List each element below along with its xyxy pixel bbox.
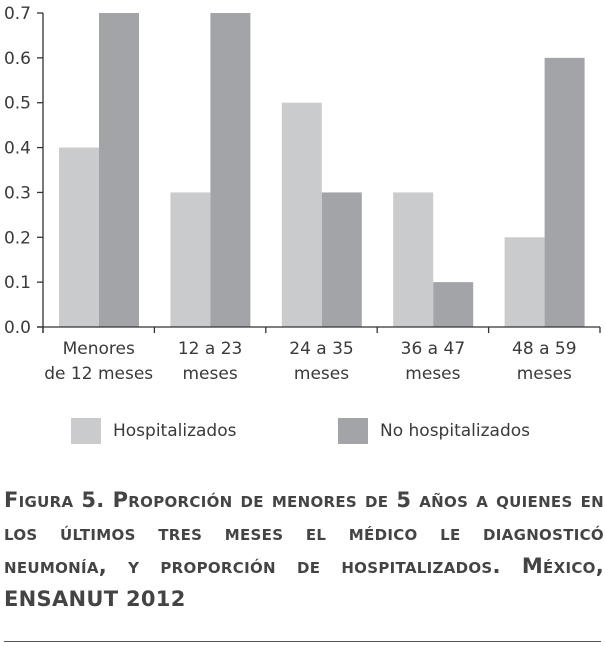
legend-item-hospitalizados: Hospitalizados	[71, 418, 236, 444]
y-tick-label: 0.3	[4, 183, 31, 203]
x-tick-label: 24 a 35	[289, 339, 354, 359]
bar-hospitalizados	[393, 192, 434, 327]
bar-no-hospitalizados	[321, 192, 362, 327]
bar-hospitalizados	[170, 192, 211, 327]
bar-chart: 0.0 0.1 0.2 0.3 0.4 0.5 0.6 0.7 Menores de 12 mes…	[4, 4, 601, 384]
y-tick-label: 0.2	[4, 228, 31, 248]
y-tick-label: 0.0	[4, 318, 31, 338]
x-tick-label: meses	[182, 364, 237, 384]
bar-no-hospitalizados	[99, 13, 139, 327]
bar-no-hospitalizados	[433, 282, 474, 327]
bar-hospitalizados	[281, 102, 322, 327]
x-tick-label: meses	[517, 364, 572, 384]
bar-no-hospitalizados	[210, 13, 251, 327]
legend-label: No hospitalizados	[380, 421, 530, 441]
legend-item-no-hospitalizados: No hospitalizados	[338, 418, 530, 444]
y-tick-label: 0.1	[4, 273, 31, 293]
legend-label: Hospitalizados	[113, 421, 237, 441]
x-tick-label: meses	[294, 364, 349, 384]
x-tick-label: meses	[405, 364, 460, 384]
y-tick-label: 0.4	[4, 139, 31, 159]
y-tick-label: 0.5	[4, 94, 31, 114]
x-tick-label: 12 a 23	[178, 339, 243, 359]
x-tick-label: de 12 meses	[44, 364, 153, 384]
x-tick-label: 36 a 47	[401, 339, 466, 359]
legend-swatch	[338, 418, 368, 444]
y-tick-label: 0.6	[4, 49, 31, 69]
y-tick-label: 0.7	[4, 4, 31, 24]
figure-caption: Figura 5. Proporción de menores de 5 año…	[4, 488, 604, 611]
x-tick-label: 48 a 59	[512, 339, 577, 359]
divider	[4, 641, 601, 642]
x-tick-label: Menores	[63, 339, 135, 359]
legend-swatch	[71, 418, 101, 444]
bar-no-hospitalizados	[544, 57, 585, 327]
bar-hospitalizados	[504, 237, 545, 327]
bar-hospitalizados	[59, 147, 99, 327]
